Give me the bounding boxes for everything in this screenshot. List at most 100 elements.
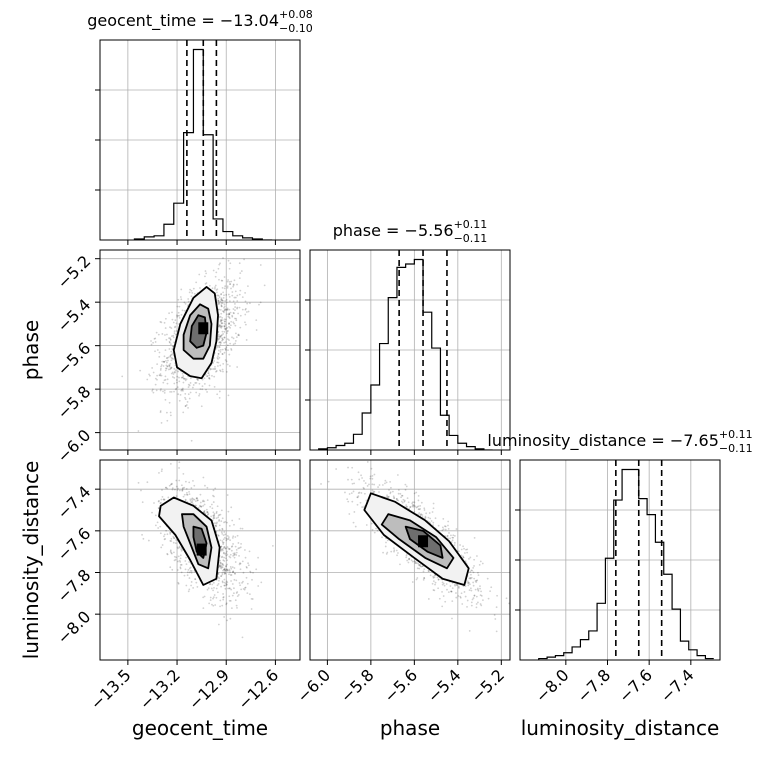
sample-point bbox=[238, 518, 241, 520]
sample-point bbox=[364, 482, 367, 485]
sample-point bbox=[231, 291, 234, 293]
sample-point bbox=[462, 556, 465, 559]
sample-point bbox=[224, 568, 227, 571]
sample-point bbox=[186, 493, 188, 496]
sample-point bbox=[156, 521, 159, 524]
sample-point bbox=[216, 288, 219, 291]
sample-point bbox=[171, 568, 174, 571]
sample-point bbox=[217, 534, 220, 537]
sample-point bbox=[157, 507, 160, 509]
sample-point bbox=[168, 364, 171, 367]
panel-frame bbox=[309, 249, 511, 451]
sample-point bbox=[214, 284, 217, 287]
sample-point bbox=[460, 592, 463, 595]
sample-point bbox=[217, 338, 220, 341]
sample-point bbox=[416, 577, 419, 579]
sample-point bbox=[187, 383, 190, 386]
sample-point bbox=[220, 575, 222, 578]
sample-point bbox=[230, 347, 233, 350]
sample-point bbox=[215, 370, 217, 373]
sample-point bbox=[399, 563, 401, 566]
sample-point bbox=[163, 498, 165, 501]
sample-point bbox=[236, 591, 239, 593]
sample-point bbox=[180, 388, 183, 391]
sample-point bbox=[232, 543, 234, 545]
tick-label-x: −13.2 bbox=[136, 665, 184, 713]
sample-point bbox=[233, 523, 235, 526]
sample-point bbox=[447, 591, 450, 594]
sample-point bbox=[366, 461, 369, 463]
sample-point bbox=[184, 378, 187, 380]
sample-point bbox=[371, 528, 374, 531]
sample-point bbox=[238, 582, 241, 584]
sample-point bbox=[178, 376, 180, 379]
sample-point bbox=[220, 520, 223, 523]
sample-point bbox=[466, 548, 469, 551]
sample-point bbox=[219, 566, 222, 569]
sample-point bbox=[208, 377, 210, 380]
sample-point bbox=[225, 360, 228, 363]
sample-point bbox=[226, 546, 229, 548]
sample-point bbox=[208, 377, 211, 380]
sample-point bbox=[160, 374, 163, 377]
sample-point bbox=[210, 368, 213, 370]
sample-point bbox=[175, 479, 178, 482]
tick-label-y: −5.6 bbox=[53, 339, 94, 380]
sample-point bbox=[453, 541, 456, 544]
sample-point bbox=[263, 284, 266, 287]
sample-point bbox=[223, 325, 226, 328]
sample-point bbox=[166, 487, 169, 490]
sample-point bbox=[195, 504, 198, 507]
sample-point bbox=[207, 513, 210, 515]
sample-point bbox=[228, 587, 231, 590]
sample-point bbox=[477, 590, 480, 592]
sample-point bbox=[223, 330, 226, 333]
sample-point bbox=[188, 567, 191, 570]
sample-point bbox=[371, 491, 374, 494]
sample-point bbox=[437, 578, 440, 581]
sample-point bbox=[258, 303, 260, 306]
sample-point bbox=[160, 546, 163, 549]
sample-point bbox=[187, 569, 190, 571]
panel-frame bbox=[99, 249, 301, 451]
sample-point bbox=[443, 584, 446, 587]
sample-point bbox=[175, 495, 178, 497]
sample-point bbox=[392, 495, 395, 498]
sample-point bbox=[224, 587, 227, 590]
sample-point bbox=[215, 522, 218, 525]
sample-point bbox=[217, 299, 220, 302]
sample-point bbox=[171, 311, 173, 314]
sample-point bbox=[241, 582, 243, 584]
sample-point bbox=[232, 570, 235, 573]
sample-point bbox=[182, 472, 185, 475]
sample-point bbox=[241, 560, 244, 563]
sample-point bbox=[222, 538, 225, 541]
sample-point bbox=[154, 383, 157, 386]
sample-point bbox=[470, 604, 473, 607]
sample-point bbox=[159, 532, 162, 535]
sample-point bbox=[176, 569, 179, 571]
sample-point bbox=[421, 565, 424, 568]
sample-point bbox=[213, 495, 215, 498]
sample-point bbox=[370, 467, 373, 470]
sample-point bbox=[477, 571, 479, 574]
sample-point bbox=[220, 342, 222, 344]
sample-point bbox=[223, 287, 226, 290]
tick-label-x: −8.0 bbox=[532, 665, 573, 706]
sample-point bbox=[231, 537, 234, 539]
sample-point bbox=[196, 497, 199, 500]
sample-point bbox=[220, 567, 223, 570]
sample-point bbox=[221, 353, 224, 355]
sample-point bbox=[177, 314, 179, 317]
sample-point bbox=[375, 527, 377, 530]
sample-point bbox=[239, 314, 242, 317]
sample-point bbox=[173, 559, 176, 562]
sample-point bbox=[444, 600, 447, 603]
sample-point bbox=[224, 553, 227, 555]
sample-point bbox=[223, 322, 226, 325]
sample-point bbox=[217, 308, 220, 311]
sample-point bbox=[455, 584, 458, 586]
sample-point bbox=[225, 537, 228, 540]
sample-point bbox=[220, 319, 223, 322]
sample-point bbox=[222, 257, 224, 259]
